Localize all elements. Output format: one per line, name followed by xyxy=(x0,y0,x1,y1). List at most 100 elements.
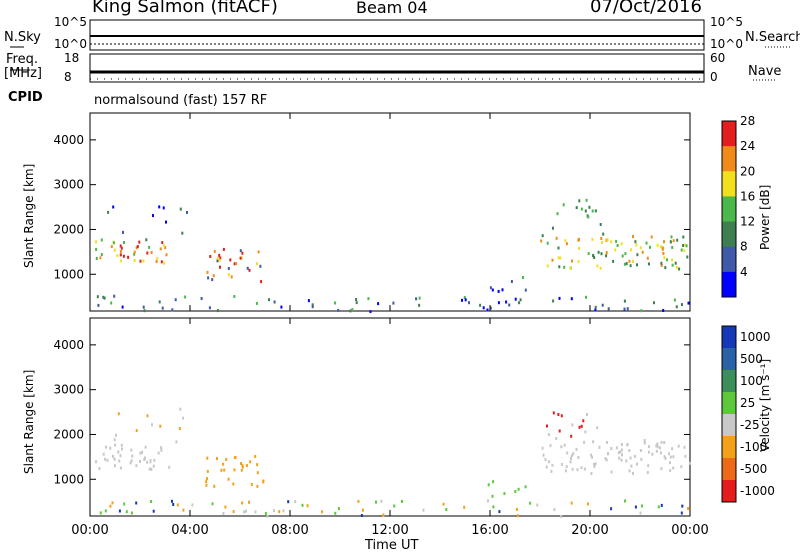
echo-cell xyxy=(591,237,594,241)
echo-cell xyxy=(670,235,673,239)
echo-cell xyxy=(636,462,638,466)
echo-cell xyxy=(301,503,304,507)
echo-cell xyxy=(367,297,370,301)
echo-cell xyxy=(175,440,178,444)
echo-cell xyxy=(245,509,247,513)
echo-cell xyxy=(590,453,593,457)
echo-cell xyxy=(624,252,627,256)
colorbar-tick-label: 24 xyxy=(740,139,755,153)
echo-cell xyxy=(216,256,219,260)
colorbar-swatch xyxy=(722,458,736,481)
echo-cell xyxy=(491,494,494,498)
echo-cell xyxy=(139,451,142,455)
echo-cell xyxy=(497,301,500,305)
echo-cell xyxy=(99,256,102,260)
echo-cell xyxy=(121,305,124,309)
echo-cell xyxy=(684,243,687,247)
echo-cell xyxy=(206,477,208,481)
echo-cell xyxy=(282,509,285,513)
echo-cell xyxy=(218,258,221,262)
echo-cell xyxy=(657,505,660,509)
x-axis-label: Time UT xyxy=(365,538,419,553)
colorbar-swatch xyxy=(722,348,736,371)
echo-cell xyxy=(240,256,243,260)
echo-cell xyxy=(610,240,613,244)
echo-cell xyxy=(580,466,583,470)
echo-cell xyxy=(442,502,445,506)
echo-cell xyxy=(235,262,237,266)
echo-cell xyxy=(557,246,560,250)
echo-cell xyxy=(113,294,116,298)
echo-cell xyxy=(565,465,568,469)
echo-cell xyxy=(179,407,182,411)
echo-cell xyxy=(583,440,586,444)
echo-cell xyxy=(687,507,690,510)
colorbars: 4 8 12 16 20 24 28 1000 500 100 25 -25 -100 -500 -1000 xyxy=(721,114,775,503)
echo-cell xyxy=(552,226,554,230)
echo-cell xyxy=(155,260,158,263)
echo-cell xyxy=(233,262,236,266)
echo-cell xyxy=(109,446,112,450)
colorbar-swatch xyxy=(722,171,736,197)
echo-cell xyxy=(664,456,667,460)
echo-cell xyxy=(580,207,583,211)
echo-cell xyxy=(655,444,658,448)
echo-cell xyxy=(355,301,358,305)
echo-cell xyxy=(620,242,623,246)
echo-cell xyxy=(241,501,244,505)
echo-cell xyxy=(181,231,184,235)
echo-cell xyxy=(617,451,620,455)
echo-cell xyxy=(546,241,549,245)
echo-cell xyxy=(559,256,562,260)
echo-cell xyxy=(229,258,232,262)
echo-cell xyxy=(593,465,596,468)
echo-cell xyxy=(95,240,97,244)
echo-cell xyxy=(110,245,113,249)
velocity-panel: 1000 2000 3000 4000 xyxy=(53,317,691,518)
echo-cell xyxy=(592,440,595,444)
echo-cell xyxy=(569,266,572,270)
echo-cell xyxy=(558,296,561,300)
echo-cell xyxy=(219,256,222,260)
echo-cell xyxy=(558,429,561,433)
echo-cell xyxy=(503,492,506,496)
echo-cell xyxy=(556,212,559,216)
echo-cell xyxy=(152,464,155,468)
echo-cell xyxy=(630,248,632,252)
echo-cell xyxy=(445,508,448,511)
echo-cell xyxy=(266,514,269,518)
echo-cell xyxy=(349,309,352,313)
colorbar-frame xyxy=(721,120,737,298)
echo-cell xyxy=(362,508,364,512)
echo-cell xyxy=(207,276,210,280)
echo-cell xyxy=(600,252,603,256)
echo-cell xyxy=(681,303,683,307)
echo-cell xyxy=(222,462,225,466)
echo-cell xyxy=(516,514,519,518)
echo-cell xyxy=(599,223,602,226)
echo-cell xyxy=(161,241,164,245)
echo-cell xyxy=(377,302,380,306)
echo-cell xyxy=(255,301,258,305)
echo-cell xyxy=(256,471,259,475)
echo-cell xyxy=(522,276,524,279)
echo-cell xyxy=(158,205,161,209)
echo-cell xyxy=(634,240,637,244)
echo-cell xyxy=(597,250,600,254)
echo-cell xyxy=(656,445,659,449)
echo-cell xyxy=(632,260,634,263)
echo-cell xyxy=(515,507,518,511)
echo-cell xyxy=(113,457,116,461)
echo-cell xyxy=(380,499,383,503)
echo-cell xyxy=(668,461,671,465)
echo-cell xyxy=(549,444,552,448)
echo-cell xyxy=(590,472,593,475)
echo-cell xyxy=(146,414,149,418)
colorbar-tick-label: 16 xyxy=(740,189,755,203)
echo-cell xyxy=(98,467,101,470)
echo-cell xyxy=(683,445,686,449)
echo-cell xyxy=(575,447,578,451)
echo-cell xyxy=(117,412,120,416)
echo-cell xyxy=(629,264,632,268)
